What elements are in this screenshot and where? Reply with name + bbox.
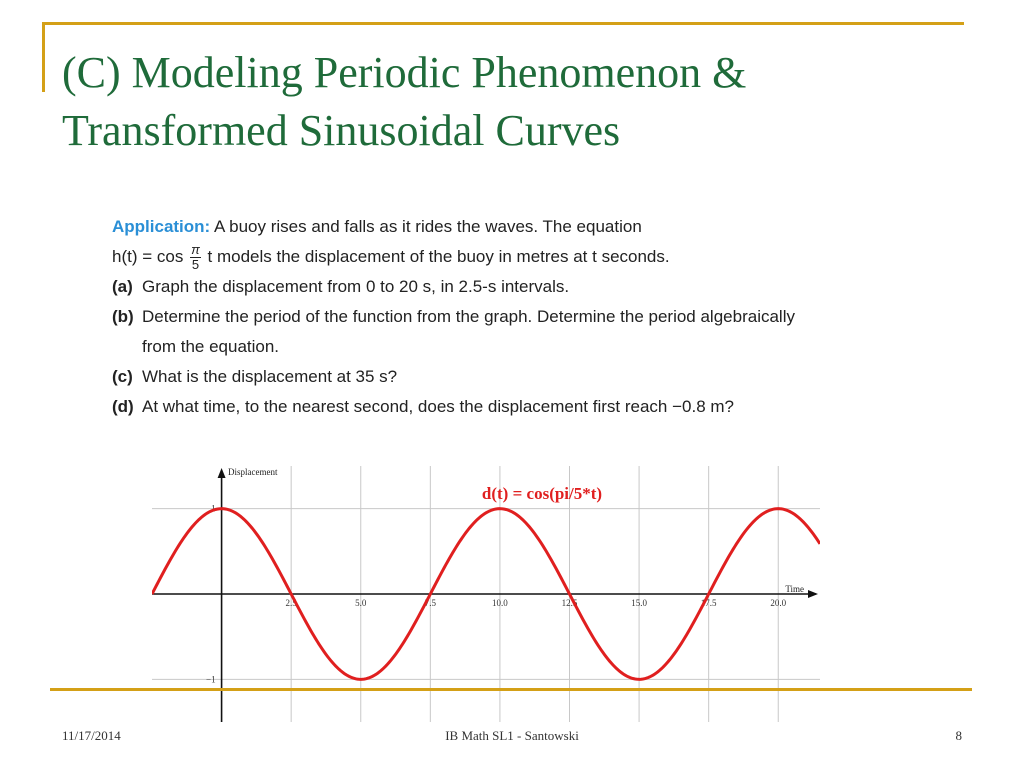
x-tick-label: 10.0 bbox=[492, 598, 508, 608]
problem-item-b: (b) Determine the period of the function… bbox=[112, 302, 832, 362]
item-text: Determine the period of the function fro… bbox=[142, 307, 795, 357]
x-axis-label: Time bbox=[785, 584, 804, 594]
footer-date: 11/17/2014 bbox=[62, 728, 121, 743]
slide-title: (C) Modeling Periodic Phenomenon & Trans… bbox=[62, 44, 962, 160]
fraction-numerator: π bbox=[190, 242, 201, 259]
equation-fraction: π 5 bbox=[190, 243, 201, 272]
item-label: (b) bbox=[112, 307, 134, 327]
y-tick-label: −1 bbox=[206, 674, 216, 684]
x-tick-label: 7.5 bbox=[425, 598, 437, 608]
item-label: (c) bbox=[112, 367, 133, 387]
item-text: What is the displacement at 35 s? bbox=[142, 367, 398, 387]
item-label: (a) bbox=[112, 277, 133, 297]
x-tick-label: 20.0 bbox=[770, 598, 786, 608]
x-tick-label: 5.0 bbox=[355, 598, 367, 608]
item-text: Graph the displacement from 0 to 20 s, i… bbox=[142, 277, 570, 297]
problem-item-c: (c) What is the displacement at 35 s? bbox=[112, 362, 832, 392]
application-label: Application: bbox=[112, 217, 211, 236]
problem-item-d: (d) At what time, to the nearest second,… bbox=[112, 392, 832, 422]
footer-page-number: 8 bbox=[955, 728, 963, 743]
problem-intro-text: A buoy rises and falls as it rides the w… bbox=[214, 217, 642, 236]
footer-course: IB Math SL1 - Santowski bbox=[445, 728, 579, 743]
equation-line: h(t) = cos π 5 t models the displacement… bbox=[112, 242, 832, 272]
chart-axes bbox=[152, 468, 818, 722]
x-tick-label: 17.5 bbox=[701, 598, 717, 608]
frame-top-rule bbox=[42, 22, 964, 25]
slide-title-line-2: Transformed Sinusoidal Curves bbox=[62, 106, 621, 155]
equation-suffix: t models the displacement of the buoy in… bbox=[207, 247, 670, 266]
x-tick-label: 15.0 bbox=[631, 598, 647, 608]
x-axis-arrow bbox=[808, 590, 818, 598]
problem-intro: Application: A buoy rises and falls as i… bbox=[112, 212, 832, 242]
y-axis-arrow bbox=[217, 468, 226, 478]
y-axis-label: Displacement bbox=[228, 467, 278, 477]
x-tick-label: 12.5 bbox=[562, 598, 578, 608]
slide-title-line-1: (C) Modeling Periodic Phenomenon & bbox=[62, 48, 747, 97]
fraction-denominator: 5 bbox=[191, 257, 200, 273]
equation-prefix: h(t) = cos bbox=[112, 247, 184, 266]
chart-series bbox=[152, 507, 820, 681]
frame-left-rule bbox=[42, 22, 45, 92]
chart-title: d(t) = cos(pi/5*t) bbox=[482, 484, 602, 503]
problem-item-a: (a) Graph the displacement from 0 to 20 … bbox=[112, 272, 832, 302]
item-text: At what time, to the nearest second, doe… bbox=[142, 397, 735, 417]
frame-bottom-rule bbox=[50, 688, 972, 691]
x-tick-label: 2.5 bbox=[286, 598, 298, 608]
cosine-curve bbox=[152, 507, 820, 681]
cosine-chart: 2.5 5.0 7.5 10.0 12.5 15.0 17.5 20.01−1 d(t) = … bbox=[152, 466, 820, 722]
problem-statement: Application: A buoy rises and falls as i… bbox=[112, 212, 832, 422]
item-label: (d) bbox=[112, 397, 134, 417]
